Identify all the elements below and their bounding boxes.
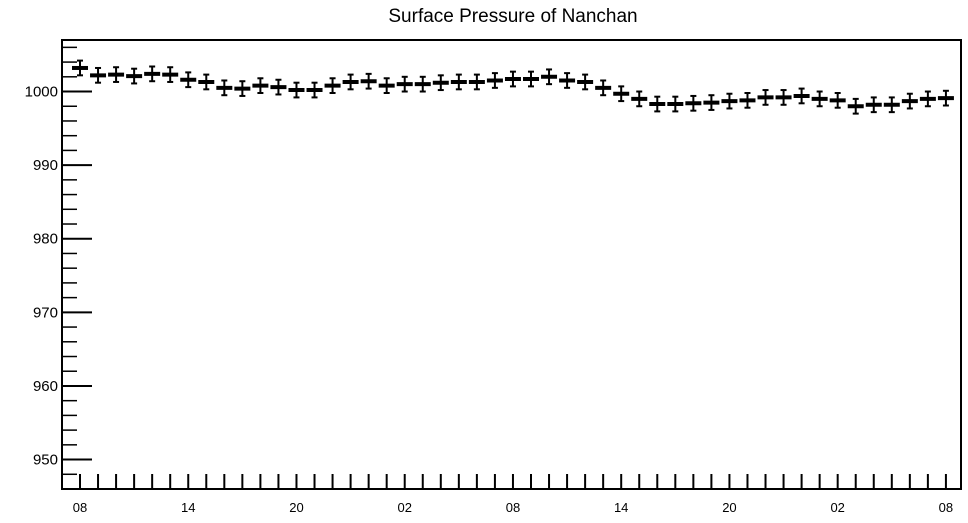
- data-point: [450, 73, 467, 91]
- x-tick-label: 14: [614, 500, 628, 515]
- y-tick-label: 960: [33, 378, 58, 395]
- data-point: [288, 81, 305, 99]
- data-point: [847, 97, 864, 115]
- y-axis: 950 960 970 980 990 1000: [25, 46, 92, 490]
- data-point: [216, 79, 233, 97]
- data-point: [342, 73, 359, 91]
- data-point: [234, 80, 251, 97]
- data-point: [703, 94, 720, 111]
- data-point: [577, 73, 594, 91]
- x-tick-label: 08: [939, 500, 953, 515]
- data-point: [919, 90, 936, 108]
- data-point: [811, 90, 828, 108]
- data-point: [252, 77, 269, 94]
- data-points: [72, 59, 954, 115]
- y-tick-label: 980: [33, 231, 58, 248]
- data-point: [523, 70, 539, 88]
- data-point: [685, 94, 702, 112]
- data-point: [144, 65, 161, 83]
- data-point: [793, 87, 810, 105]
- x-axis: 08 14 20 02 08 14 20 02 08: [73, 474, 953, 515]
- data-point: [901, 92, 918, 110]
- data-point: [90, 66, 107, 84]
- data-point: [937, 89, 954, 107]
- chart-title: Surface Pressure of Nanchan: [388, 6, 637, 27]
- plot-frame: [61, 39, 962, 490]
- data-point: [126, 67, 143, 85]
- data-point: [360, 72, 377, 90]
- x-tick-label: 08: [506, 500, 520, 515]
- data-point: [432, 74, 449, 92]
- data-point: [865, 96, 882, 114]
- data-point: [414, 75, 431, 93]
- data-point: [829, 91, 846, 109]
- data-point: [324, 77, 341, 94]
- x-tick-label: 14: [181, 500, 195, 515]
- data-point: [396, 75, 413, 93]
- y-tick-label: 970: [33, 304, 58, 321]
- data-point: [378, 77, 395, 94]
- data-point: [72, 59, 88, 77]
- x-tick-label: 08: [73, 500, 87, 515]
- data-point: [649, 95, 666, 113]
- y-tick-label: 990: [33, 157, 58, 174]
- data-point: [198, 73, 215, 91]
- data-point: [739, 91, 756, 109]
- data-point: [775, 89, 792, 106]
- x-tick-label: 20: [289, 500, 303, 515]
- data-point: [595, 79, 612, 97]
- data-point: [504, 70, 521, 88]
- y-tick-label: 950: [33, 452, 58, 469]
- data-point: [721, 92, 738, 110]
- data-point: [667, 95, 684, 113]
- data-point: [108, 66, 125, 83]
- data-point: [883, 96, 900, 114]
- data-point: [162, 66, 179, 83]
- data-point: [180, 71, 197, 89]
- x-tick-label: 02: [830, 500, 844, 515]
- data-point: [486, 72, 503, 89]
- y-tick-label: 1000: [25, 84, 58, 101]
- data-point: [468, 73, 485, 91]
- data-point: [541, 68, 558, 86]
- data-point: [631, 90, 648, 108]
- data-point: [270, 78, 287, 96]
- data-point: [757, 89, 774, 106]
- x-tick-label: 20: [722, 500, 736, 515]
- x-tick-label: 02: [397, 500, 411, 515]
- data-point: [559, 72, 576, 89]
- data-point: [306, 81, 323, 99]
- data-point: [613, 85, 630, 103]
